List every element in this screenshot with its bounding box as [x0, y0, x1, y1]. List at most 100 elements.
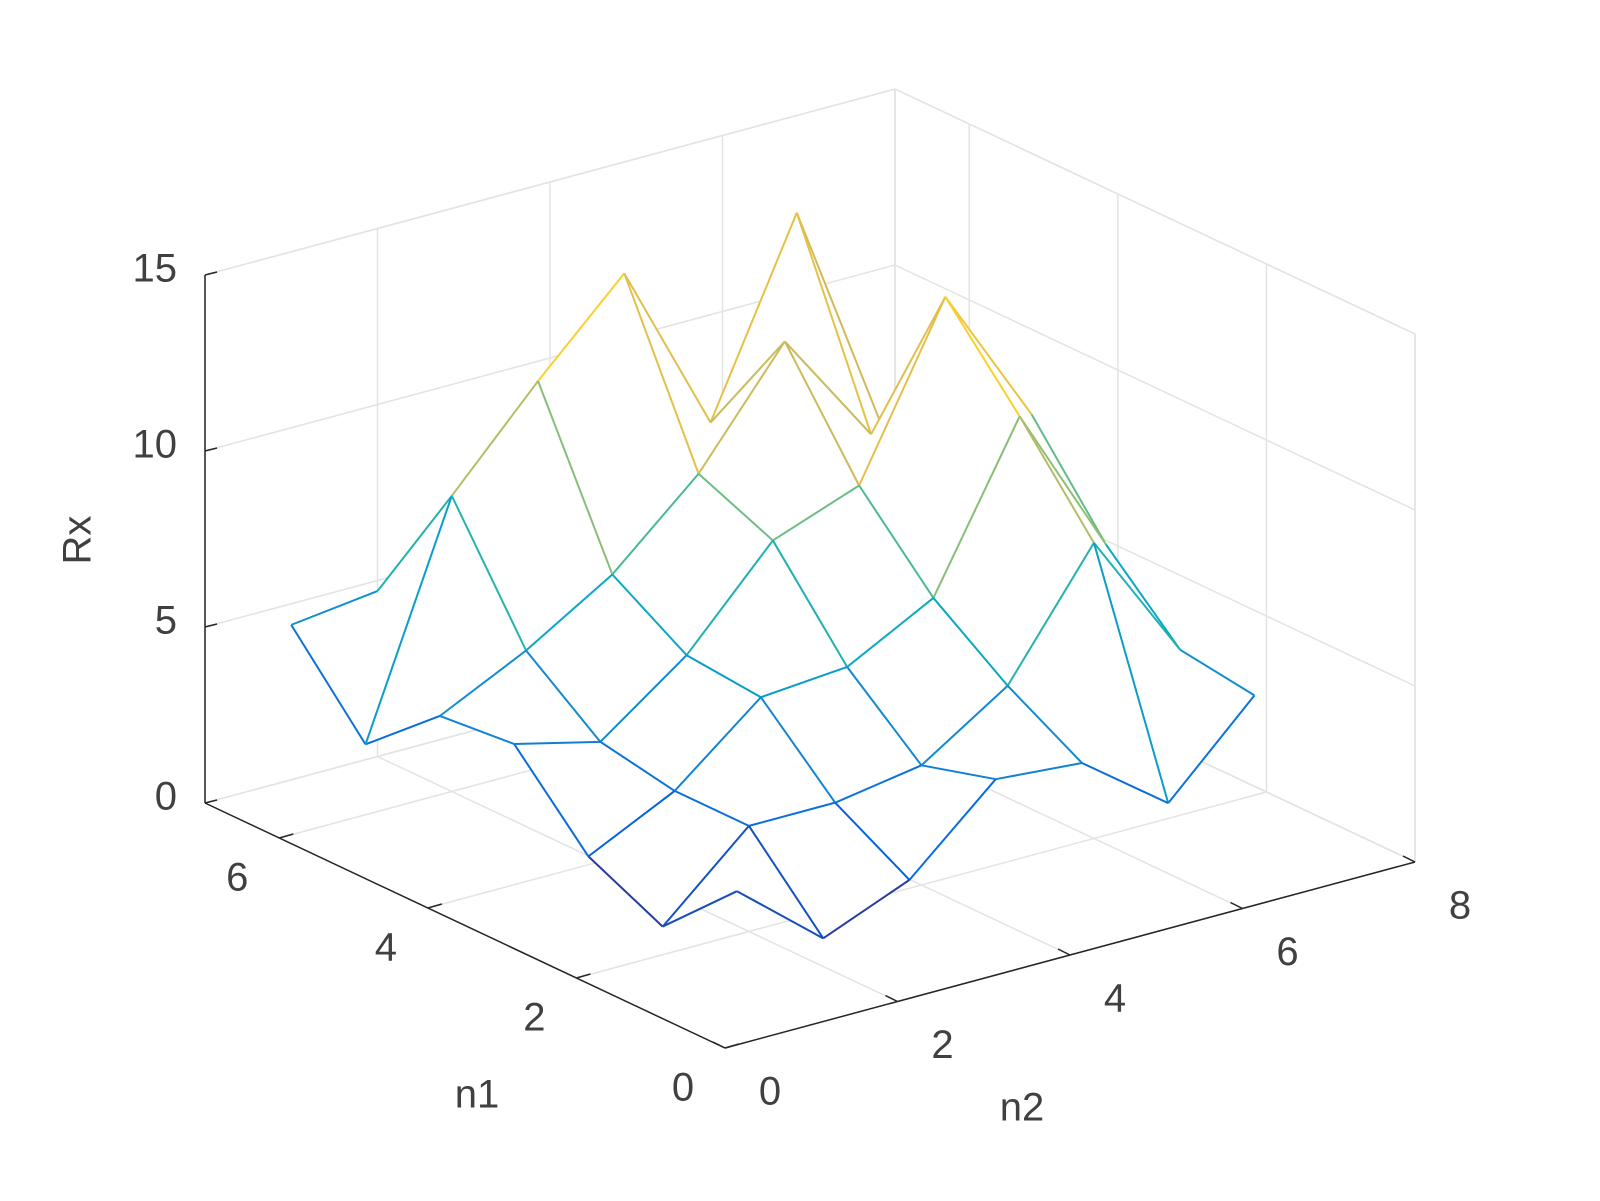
z-tick-label: 5: [155, 599, 177, 643]
mesh-edge: [525, 573, 613, 652]
z-tick-label: 10: [133, 423, 178, 467]
mesh-edge: [439, 649, 527, 717]
mesh-face: [1007, 542, 1169, 804]
n1-tick-label: 4: [375, 926, 397, 970]
mesh-edge: [697, 340, 786, 475]
mesh-edge: [513, 743, 590, 857]
mesh-face: [760, 666, 922, 803]
mesh-edge: [364, 495, 453, 745]
mesh-face: [588, 790, 749, 927]
mesh-edge: [525, 649, 602, 743]
mesh-edge: [908, 778, 997, 881]
mesh-edge: [673, 696, 762, 792]
mesh-face: [933, 416, 1094, 686]
n1-tick-label: 2: [523, 996, 545, 1040]
mesh-edge: [846, 666, 923, 766]
mesh-edge: [611, 473, 700, 576]
mesh-face: [772, 485, 934, 667]
mesh-edge: [783, 340, 860, 486]
mesh-face: [662, 825, 824, 939]
n2-axis-label: n2: [1000, 1086, 1045, 1130]
n1-axis: [204, 802, 726, 1049]
mesh-edge: [661, 825, 750, 928]
mesh-face: [686, 540, 848, 698]
z-tick-label: 15: [133, 247, 178, 291]
n1-axis-label: n1: [455, 1073, 500, 1117]
mesh-edge: [772, 484, 860, 542]
mesh-edge: [834, 801, 911, 881]
mesh-edge: [921, 764, 996, 781]
mesh-edge: [944, 296, 1033, 415]
mesh-edge: [858, 296, 947, 486]
grid-line: [894, 88, 1416, 335]
mesh-face: [921, 685, 1082, 780]
mesh-edge: [834, 764, 922, 804]
n1-tick-label: 6: [226, 856, 248, 900]
n2-tick-label: 6: [1276, 930, 1298, 974]
mesh-edge: [686, 654, 762, 699]
n2-tick-label: 0: [759, 1070, 781, 1114]
mesh-edge: [932, 415, 1021, 599]
mesh-edge: [623, 272, 700, 475]
z-tick: [204, 271, 218, 276]
mesh-edge: [1179, 648, 1255, 697]
n2-tick: [1402, 855, 1416, 863]
mesh-edge: [1018, 415, 1107, 545]
n1-tick: [724, 1043, 740, 1049]
mesh-face: [538, 273, 699, 575]
z-tick: [204, 623, 218, 628]
mesh-edge: [674, 789, 750, 827]
mesh-face: [748, 802, 910, 939]
mesh-edge: [1030, 413, 1107, 545]
grid-line: [894, 264, 1416, 511]
mesh-edge: [587, 855, 664, 928]
mesh-edge: [599, 740, 676, 792]
mesh-edge: [450, 380, 539, 497]
z-tick: [204, 447, 218, 452]
mesh-edge: [599, 654, 688, 743]
mesh-edge: [1006, 542, 1095, 687]
mesh-edge: [795, 212, 884, 430]
mesh-edge: [760, 696, 836, 804]
n1-tick: [279, 833, 294, 839]
mesh-edge: [537, 380, 614, 575]
mesh-edge: [932, 597, 1009, 687]
mesh-edge: [290, 590, 378, 626]
n1-tick: [427, 903, 443, 909]
mesh-edge: [748, 801, 836, 827]
z-axis-label: Rx: [56, 516, 100, 565]
mesh-face: [859, 296, 1020, 598]
mesh-face: [624, 273, 785, 474]
mesh-face: [945, 296, 1106, 545]
mesh-edge: [1093, 542, 1181, 651]
mesh-face: [784, 296, 946, 486]
mesh-edge: [846, 597, 935, 668]
mesh-edge: [1105, 543, 1181, 651]
n2-tick: [885, 994, 898, 1003]
mesh-edge: [450, 495, 527, 651]
mesh-edge: [748, 825, 825, 939]
mesh-edge: [709, 212, 798, 423]
mesh-edge: [870, 296, 947, 435]
n1-tick: [576, 973, 591, 979]
mesh-face: [674, 697, 836, 826]
mesh-face: [710, 212, 872, 435]
mesh-face: [835, 765, 996, 880]
mesh-edge: [822, 879, 911, 940]
mesh-edge: [995, 762, 1083, 781]
mesh-edge: [685, 539, 774, 656]
mesh-face: [291, 495, 452, 745]
mesh-edge: [795, 212, 873, 435]
n2-tick: [712, 1041, 726, 1049]
mesh-edge: [623, 272, 712, 424]
mesh-edge: [697, 473, 774, 542]
n2-tick: [1057, 948, 1071, 956]
grid-line: [576, 791, 1267, 979]
n1-tick-label: 0: [672, 1066, 694, 1110]
mesh-edge: [944, 296, 1021, 417]
mesh-face: [439, 650, 601, 744]
mesh-edge: [858, 484, 935, 599]
mesh-edge: [760, 666, 848, 699]
mesh-edge: [587, 790, 676, 858]
